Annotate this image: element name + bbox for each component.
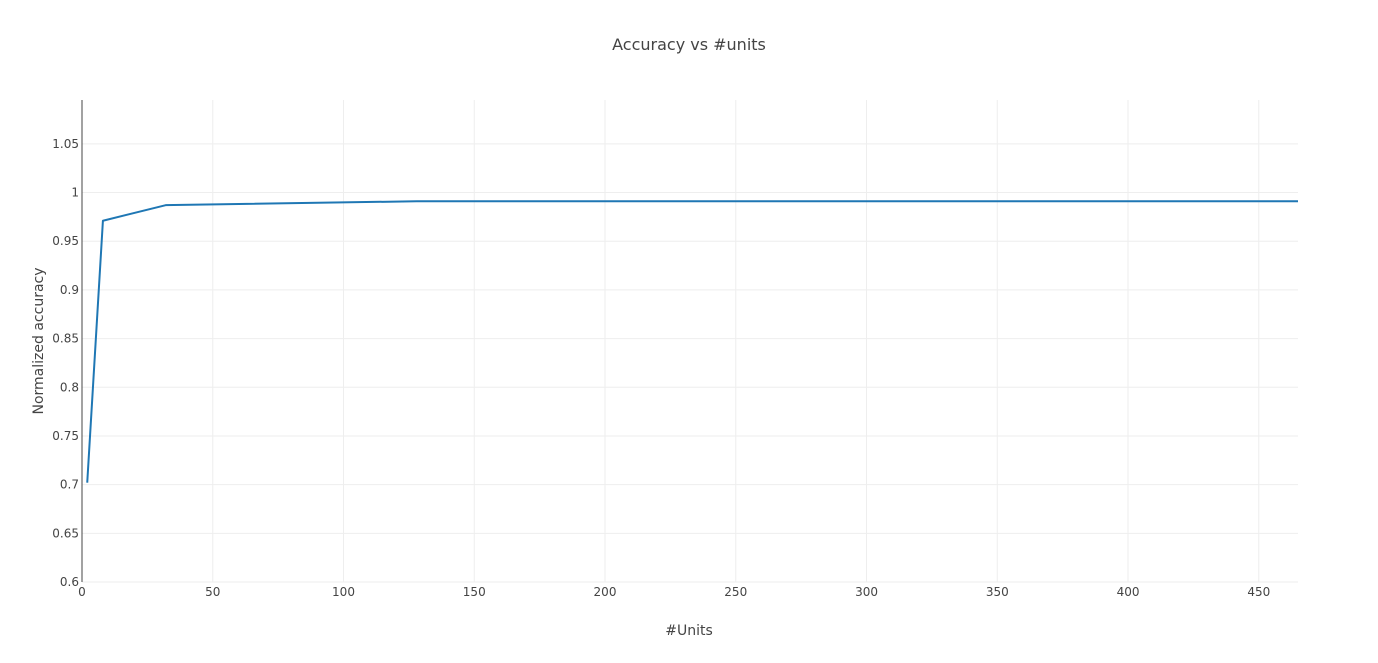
chart-title: Accuracy vs #units	[612, 35, 766, 54]
x-tick-label: 50	[205, 585, 220, 599]
y-axis-title: Normalized accuracy	[31, 267, 47, 414]
x-tick-label: 0	[78, 585, 86, 599]
x-tick-label: 150	[463, 585, 486, 599]
y-tick-label: 0.8	[60, 380, 79, 394]
x-axis-title: #Units	[665, 623, 713, 639]
x-tick-label: 350	[986, 585, 1009, 599]
tick-label-layer: 0 50 100 150 200 250 300 350 400 450 0.6 0.65 0.7 0.7…	[52, 137, 1270, 599]
x-tick-label: 400	[1117, 585, 1140, 599]
y-tick-label: 0.9	[60, 283, 79, 297]
y-tick-label: 0.95	[52, 234, 79, 248]
x-tick-label: 100	[332, 585, 355, 599]
y-tick-label: 0.65	[52, 526, 79, 540]
y-tick-label: 1	[71, 186, 79, 200]
x-tick-label: 200	[594, 585, 617, 599]
x-tick-label: 450	[1247, 585, 1270, 599]
x-tick-label: 250	[724, 585, 747, 599]
x-tick-label: 300	[855, 585, 878, 599]
y-tick-label: 0.7	[60, 478, 79, 492]
y-tick-label: 0.6	[60, 575, 79, 589]
y-tick-label: 0.75	[52, 429, 79, 443]
y-tick-label: 1.05	[52, 137, 79, 151]
series-layer	[86, 200, 1298, 483]
grid-layer	[82, 100, 1298, 583]
series-line-1	[86, 200, 1298, 483]
y-tick-label: 0.85	[52, 332, 79, 346]
